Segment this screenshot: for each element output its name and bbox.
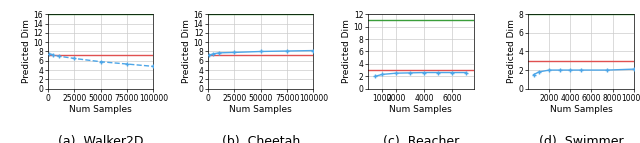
X-axis label: Num Samples: Num Samples xyxy=(550,105,612,114)
Y-axis label: Predicted Dim: Predicted Dim xyxy=(22,20,31,83)
Text: (a)  Walker2D: (a) Walker2D xyxy=(58,135,143,143)
X-axis label: Num Samples: Num Samples xyxy=(390,105,452,114)
X-axis label: Num Samples: Num Samples xyxy=(229,105,292,114)
Text: (d)  Swimmer: (d) Swimmer xyxy=(539,135,623,143)
Y-axis label: Predicted Dim: Predicted Dim xyxy=(342,20,351,83)
Text: (c)  Reacher: (c) Reacher xyxy=(383,135,459,143)
Y-axis label: Predicted Dim: Predicted Dim xyxy=(507,20,516,83)
X-axis label: Num Samples: Num Samples xyxy=(69,105,132,114)
Text: (b)  Cheetah: (b) Cheetah xyxy=(221,135,300,143)
Y-axis label: Predicted Dim: Predicted Dim xyxy=(182,20,191,83)
